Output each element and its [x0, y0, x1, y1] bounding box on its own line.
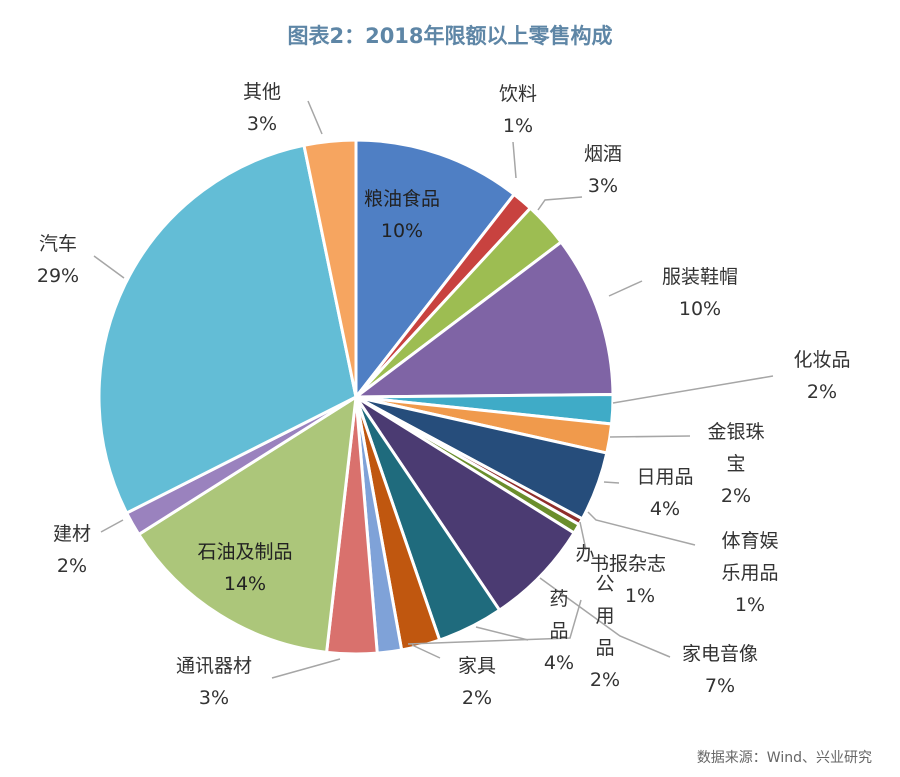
slice-pct-14: 14%	[224, 573, 266, 595]
leader-line-4	[612, 375, 774, 404]
slice-pct-2: 3%	[588, 175, 618, 197]
slice-pct-11: 2%	[462, 687, 492, 709]
slice-name-5: 金银珠	[707, 421, 764, 443]
slice-pct-17: 3%	[247, 113, 277, 135]
slice-name-10: 品	[549, 620, 568, 642]
slice-label-3: 服装鞋帽 10%	[662, 266, 738, 320]
slice-label-10: 药品 4%	[544, 588, 574, 674]
leader-line-3	[608, 280, 643, 297]
leader-line-5	[609, 435, 691, 438]
slice-pct-10: 4%	[544, 652, 574, 674]
slice-label-16: 汽车 29%	[37, 233, 79, 287]
leader-line-15	[100, 519, 124, 533]
slice-label-14: 石油及制品 14%	[197, 541, 292, 595]
slice-pct-0: 10%	[381, 220, 423, 242]
chart-title: 图表2：2018年限额以上零售构成	[287, 24, 613, 48]
slice-pct-13: 3%	[199, 687, 229, 709]
slice-name-part-12: 公	[595, 573, 614, 595]
slice-label-6: 日用品 4%	[636, 466, 693, 520]
slice-name-15: 建材	[53, 523, 91, 545]
slice-label-15: 建材 2%	[53, 523, 91, 577]
slice-name-1: 饮料	[499, 83, 537, 105]
slice-pct-15: 2%	[57, 555, 87, 577]
slice-name-7: 乐用品	[721, 562, 778, 584]
slice-pct-16: 29%	[37, 265, 79, 287]
slice-pct-12: 2%	[590, 669, 620, 691]
slice-pct-5: 2%	[721, 485, 751, 507]
leader-line-12	[407, 599, 582, 645]
slice-label-0: 粮油食品 10%	[364, 188, 440, 242]
leader-line-7	[587, 511, 696, 546]
leader-line-6	[603, 481, 620, 484]
slice-name-7: 体育娱	[721, 530, 778, 552]
pie-slice-16	[97, 143, 358, 516]
leader-lines	[93, 100, 774, 679]
slice-pct-4: 2%	[807, 381, 837, 403]
leader-line-13	[271, 658, 341, 679]
slice-name-8: 书报杂志	[590, 553, 666, 575]
leader-line-11	[411, 644, 441, 659]
leader-line-1	[512, 141, 517, 179]
leader-line-17	[307, 100, 323, 135]
pie-slice-3	[351, 240, 615, 399]
pie-slice-17	[302, 138, 358, 398]
slice-label-11: 家具 2%	[458, 655, 496, 709]
slice-label-8: 书报杂志 1%	[590, 553, 666, 607]
slice-name-part-12: 品	[595, 637, 614, 659]
slice-label-17: 其他 3%	[243, 81, 281, 135]
slice-label-4: 化妆品 2%	[793, 349, 850, 403]
slice-pct-8: 1%	[625, 585, 655, 607]
pie-slices	[97, 138, 615, 656]
slice-name-14: 石油及制品	[197, 541, 292, 563]
slice-name-3: 服装鞋帽	[662, 266, 738, 288]
pie-slice-14	[136, 394, 358, 654]
leader-line-8	[579, 521, 587, 551]
leader-line-10	[475, 626, 529, 641]
slice-label-2: 烟酒 3%	[584, 143, 622, 197]
slice-name-4: 化妆品	[793, 349, 850, 371]
slice-name-part-12: 用	[595, 605, 614, 627]
leader-line-2	[537, 196, 583, 211]
slice-label-1: 饮料 1%	[499, 83, 537, 137]
slice-pct-6: 4%	[650, 498, 680, 520]
slice-pct-9: 7%	[705, 675, 735, 697]
slice-pct-3: 10%	[679, 298, 721, 320]
slice-label-13: 通讯器材 3%	[176, 655, 252, 709]
slice-name-5: 宝	[726, 453, 745, 475]
slice-name-6: 日用品	[636, 466, 693, 488]
slice-pct-1: 1%	[503, 115, 533, 137]
slice-name-16: 汽车	[39, 233, 77, 255]
source-note: 数据来源：Wind、兴业研究	[696, 750, 872, 766]
slice-name-9: 家电音像	[682, 643, 758, 665]
slice-name-12: 办	[575, 543, 594, 565]
leader-line-16	[93, 255, 125, 279]
slice-name-10: 药	[549, 588, 568, 610]
slice-pct-7: 1%	[735, 594, 765, 616]
leader-line-9	[539, 577, 671, 658]
slice-label-9: 家电音像 7%	[682, 643, 758, 697]
slice-name-2: 烟酒	[584, 143, 622, 165]
slice-name-0: 粮油食品	[364, 188, 440, 210]
slice-name-11: 家具	[458, 655, 496, 677]
slice-name-13: 通讯器材	[176, 655, 252, 677]
slice-name-17: 其他	[243, 81, 281, 103]
pie-slice-0	[354, 138, 517, 402]
pie-slice-9	[354, 395, 577, 613]
